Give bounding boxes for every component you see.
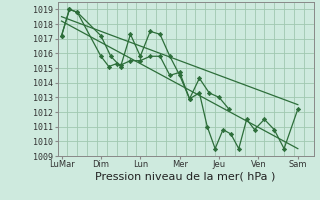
X-axis label: Pression niveau de la mer( hPa ): Pression niveau de la mer( hPa ) bbox=[95, 172, 276, 182]
